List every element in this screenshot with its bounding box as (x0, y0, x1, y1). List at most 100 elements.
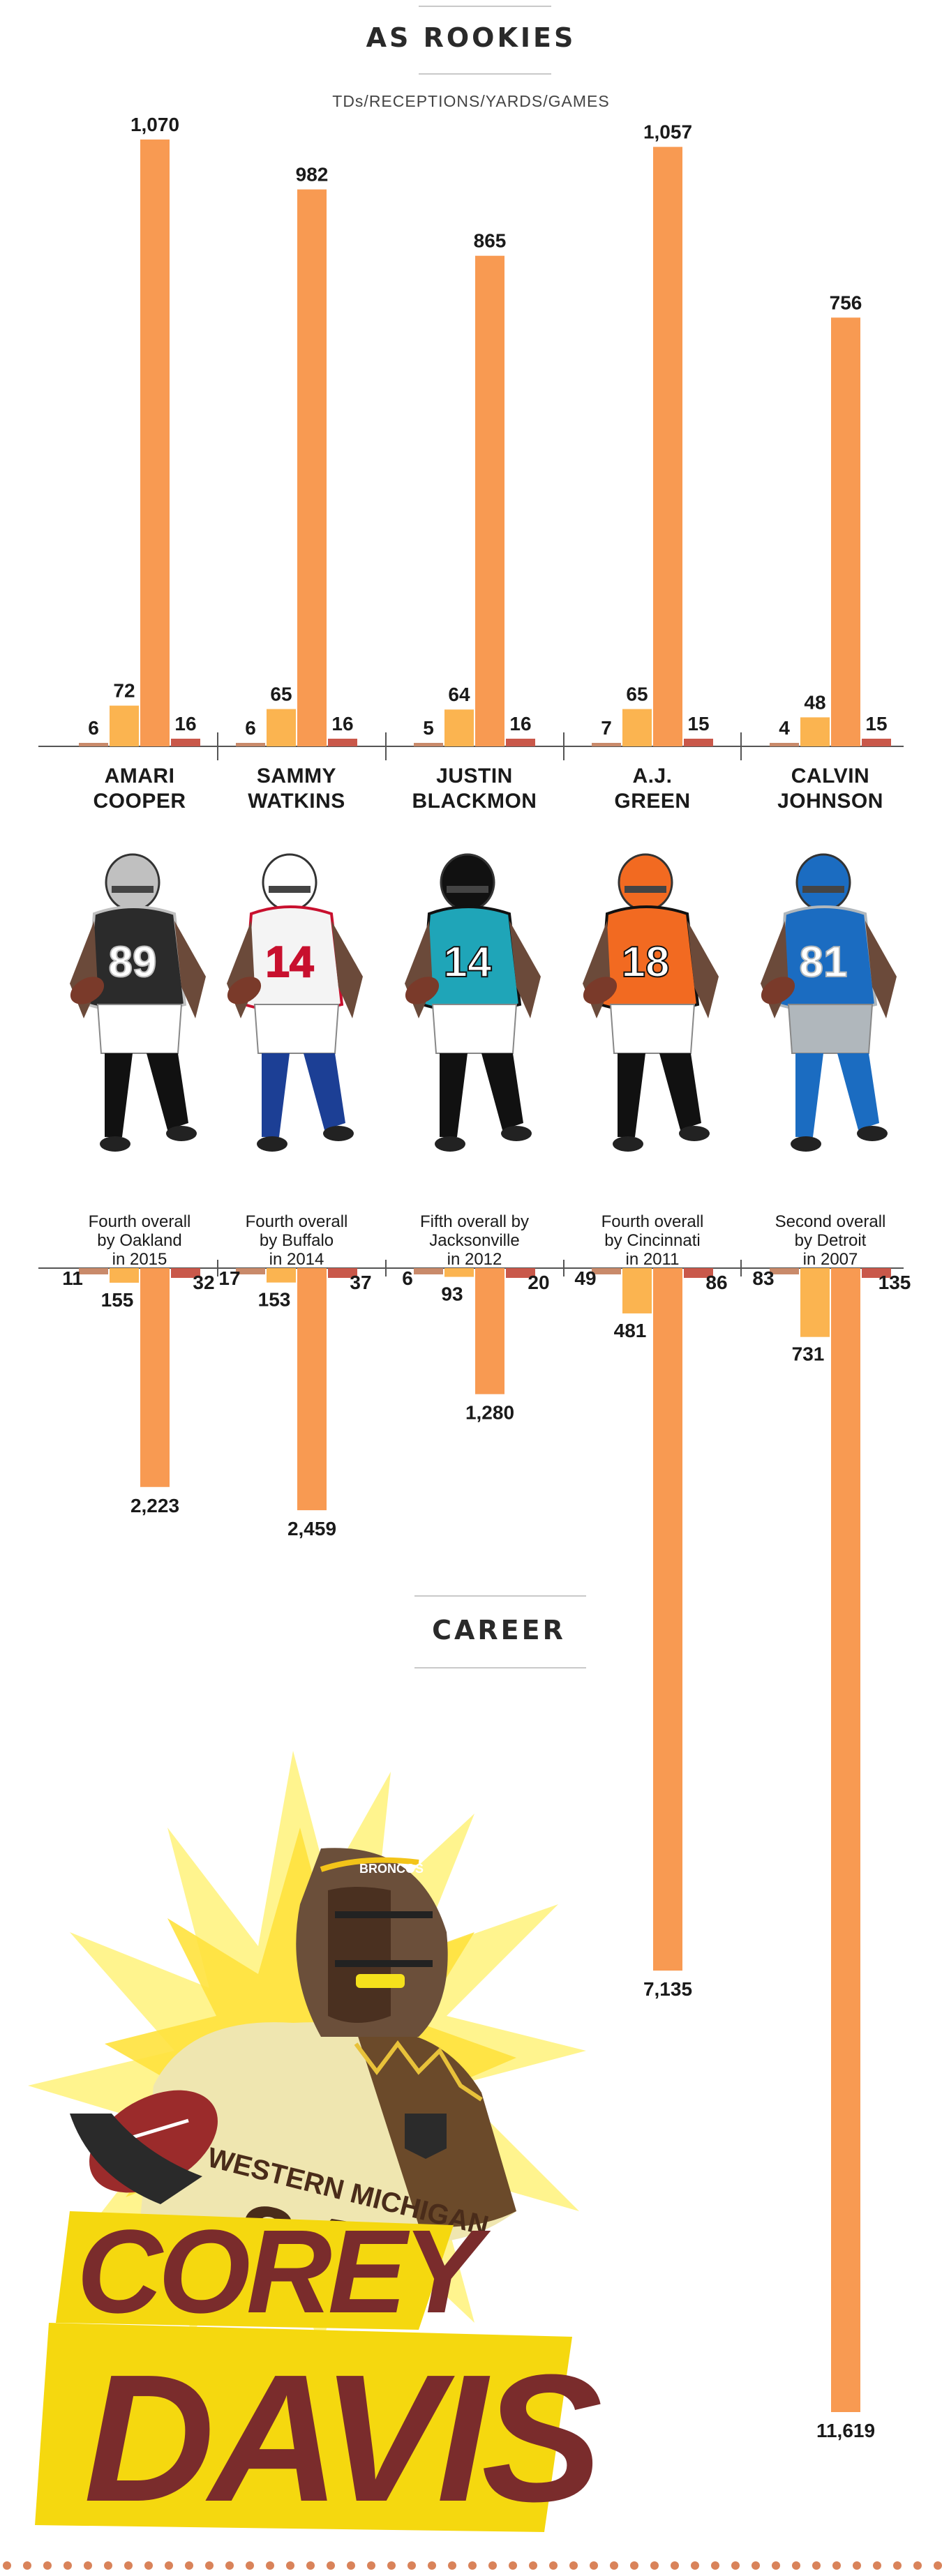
last-name: DAVIS (84, 2337, 604, 2540)
player-photo: 14 (405, 853, 541, 1152)
player-name-line2: WATKINS (248, 790, 345, 813)
border-dot (84, 2561, 92, 2570)
rookie-label-yards: 1,070 (130, 114, 179, 135)
career-bar-games (862, 1268, 891, 1278)
rookie-label-games: 16 (174, 713, 196, 735)
border-dot (3, 2561, 11, 2570)
player-photo: 18 (583, 853, 719, 1152)
svg-text:18: 18 (622, 938, 670, 986)
rookie-bar-games (328, 739, 357, 746)
career-label-yards: 2,459 (287, 1518, 336, 1539)
border-dot (347, 2561, 355, 2570)
rookie-label-tds: 7 (601, 717, 612, 739)
career-rule-top (414, 1595, 586, 1597)
draft-line: Jacksonville (429, 1231, 520, 1250)
svg-text:89: 89 (109, 938, 157, 986)
career-label-tds: 6 (402, 1267, 413, 1289)
draft-text: Second overall by Detroit in 2007 (747, 1212, 914, 1269)
border-dot (590, 2561, 598, 2570)
draft-line: Fourth overall (601, 1212, 704, 1231)
border-dot (225, 2561, 234, 2570)
draft-text: Fourth overall by Buffalo in 2014 (213, 1212, 380, 1269)
first-name: COREY (77, 2206, 491, 2338)
career-label-yards: 2,223 (130, 1495, 179, 1516)
rookie-label-yards: 1,057 (643, 121, 692, 143)
player-figure: 89 (70, 853, 206, 1152)
svg-text:14: 14 (444, 938, 492, 986)
career-bar-yards (140, 1268, 170, 1487)
border-dot (488, 2561, 497, 2570)
player-name: JUSTIN BLACKMON (391, 764, 558, 814)
border-dot (812, 2561, 821, 2570)
career-label-games: 20 (528, 1272, 549, 1293)
rookie-label-tds: 5 (423, 717, 434, 739)
rookie-bar-receptions (110, 705, 139, 746)
draft-line: in 2011 (625, 1250, 680, 1269)
career-bar-games (171, 1268, 200, 1278)
border-dot (144, 2561, 153, 2570)
border-dot (772, 2561, 780, 2570)
career-label-receptions: 93 (441, 1283, 463, 1305)
draft-line: Fourth overall (88, 1212, 191, 1231)
title-rule-bottom (419, 73, 551, 75)
rookie-label-games: 15 (865, 713, 887, 735)
draft-line: by Buffalo (259, 1231, 334, 1250)
career-label-tds: 49 (574, 1267, 596, 1289)
rookie-label-receptions: 65 (270, 684, 292, 705)
border-dot (509, 2561, 517, 2570)
career-bar-yards (297, 1268, 327, 1511)
player-name-line1: JUSTIN (436, 764, 513, 788)
draft-line: in 2014 (269, 1250, 324, 1269)
border-dot (610, 2561, 618, 2570)
border-dot (23, 2561, 31, 2570)
rookie-bar-tds (592, 743, 621, 746)
rookie-label-games: 16 (509, 713, 531, 735)
career-bar-receptions (622, 1268, 652, 1313)
rookie-bar-receptions (267, 709, 296, 746)
player-helmet: BRONCOS (296, 1848, 448, 2037)
rookie-bar-games (684, 739, 713, 746)
border-dot (205, 2561, 214, 2570)
career-bar-games (506, 1268, 535, 1278)
football (70, 2090, 218, 2204)
border-dot (104, 2561, 112, 2570)
player-name-line2: GREEN (614, 790, 691, 813)
border-dot (893, 2561, 902, 2570)
draft-text: Fifth overall by Jacksonville in 2012 (391, 1212, 558, 1269)
player-figure: 81 (761, 853, 897, 1152)
featured-player-illustration: WESTERN MICHIGAN 84 BRONCOS COREY DAVIS (28, 1751, 607, 2540)
rookie-bar-yards (653, 146, 682, 747)
border-dot (529, 2561, 537, 2570)
player-photo: 89 (70, 853, 206, 1152)
rookie-bar-receptions (444, 709, 474, 746)
border-dot (286, 2561, 294, 2570)
career-label-receptions: 481 (614, 1320, 647, 1341)
career-bar-receptions (110, 1268, 139, 1283)
draft-text: Fourth overall by Oakland in 2015 (56, 1212, 223, 1269)
career-bar-tds (236, 1268, 265, 1274)
career-label-receptions: 155 (101, 1289, 134, 1311)
rookie-label-tds: 6 (245, 717, 256, 739)
border-dot (428, 2561, 436, 2570)
border-dot (63, 2561, 72, 2570)
career-bar-receptions (800, 1268, 830, 1337)
border-dot (549, 2561, 558, 2570)
player-name-line2: COOPER (93, 790, 186, 813)
career-label-games: 32 (193, 1272, 214, 1293)
border-dot (165, 2561, 173, 2570)
border-dot (266, 2561, 274, 2570)
career-bar-receptions (267, 1268, 296, 1283)
career-bar-tds (592, 1268, 621, 1274)
draft-line: Fourth overall (245, 1212, 348, 1231)
border-dot (711, 2561, 719, 2570)
rookie-label-tds: 6 (88, 717, 99, 739)
svg-text:BRONCOS: BRONCOS (359, 1862, 424, 1876)
title-rule-top (419, 6, 551, 7)
border-dot (43, 2561, 52, 2570)
player-figure: 18 (583, 853, 719, 1152)
player-photo: 14 (227, 853, 363, 1152)
career-title: CAREER (432, 1615, 566, 1645)
border-dot (671, 2561, 679, 2570)
border-dot (853, 2561, 861, 2570)
